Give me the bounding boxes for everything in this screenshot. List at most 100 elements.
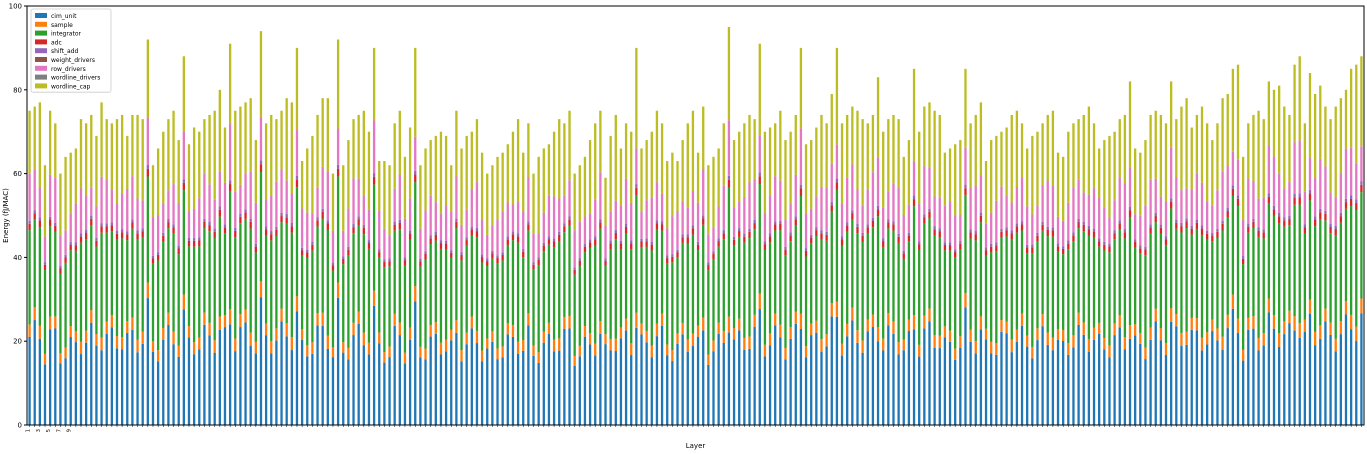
bar-segment-adc [912,199,916,207]
bar-segment-sample [861,340,864,353]
bar-segment-integrator [774,230,777,314]
bar-segment-cim_unit [691,346,695,425]
bar-segment-wordline_cap [1144,140,1147,206]
bar-segment-shift_add [907,232,911,236]
bar-segment-integrator [167,228,170,313]
bar-segment-row_drivers [408,198,412,231]
bar-segment-shift_add [110,222,114,226]
bar-segment-row_drivers [1103,207,1106,242]
bar-segment-adc [187,240,191,247]
bar-segment-cim_unit [681,334,684,425]
bar-segment-row_drivers [352,178,355,225]
bar-segment-cim_unit [892,333,895,425]
bar-segment-row_drivers [1113,200,1116,231]
bar-segment-shift_add [1020,221,1024,225]
bar-segment-wordline_cap [460,148,463,225]
bar-segment-wordline_cap [1026,148,1029,207]
bar-segment-wordline_cap [1118,119,1121,178]
bar-segment-integrator [48,226,52,317]
bar-segment-integrator [1288,225,1291,311]
bar-segment-sample [583,326,587,337]
bar-segment-shift_add [882,238,885,242]
bar-segment-row_drivers [712,227,715,252]
bar-segment-shift_add [1206,230,1209,234]
bar-segment-adc [830,205,833,212]
bar-segment-adc [28,223,31,231]
bar-segment-sample [1293,316,1296,331]
bar-segment-integrator [743,242,746,338]
bar-segment-shift_add [810,234,813,238]
bar-segment-wordline_cap [840,123,844,204]
bar-segment-cim_unit [270,353,273,425]
bar-segment-wordline_cap [362,110,365,197]
bar-segment-integrator [563,232,566,317]
bar-segment-shift_add [357,216,360,220]
bar-segment-sample [676,333,679,344]
bar-segment-integrator [151,263,155,342]
bar-segment-wordline_cap [1098,148,1101,198]
bar-segment-wordline_cap [1175,119,1178,178]
bar-segment-wordline_cap [990,140,993,213]
bar-segment-wordline_cap [974,114,977,186]
bar-segment-adc [1339,216,1343,223]
bar-segment-sample [290,337,293,351]
bar-segment-wordline_cap [146,39,150,119]
bar-segment-integrator [964,195,967,294]
bar-segment-integrator [1031,252,1034,347]
bar-segment-cim_unit [203,324,206,425]
bar-segment-adc [342,258,345,265]
bar-segment-integrator [856,233,859,331]
bar-segment-cim_unit [33,320,36,425]
bar-segment-row_drivers [660,193,664,222]
bar-segment-cim_unit [918,356,921,425]
bar-segment-integrator [748,238,751,337]
bar-segment-sample [398,322,401,336]
bar-segment-wordline_cap [295,47,299,131]
bar-segment-shift_add [321,208,324,212]
bar-segment-row_drivers [1128,167,1132,207]
bar-segment-integrator [249,228,252,333]
bar-segment-sample [244,309,247,323]
bar-segment-adc [43,264,47,270]
bar-segment-sample [306,345,309,357]
bar-segment-integrator [671,262,674,351]
bar-segment-integrator [959,249,962,337]
bar-segment-cim_unit [722,342,725,425]
bar-segment-shift_add [974,231,977,235]
bar-segment-sample [1247,317,1250,330]
bar-segment-adc [460,254,463,261]
bar-segment-integrator [496,263,499,349]
bar-segment-adc [789,235,792,242]
bar-segment-adc [748,231,751,239]
bar-segment-integrator [1344,208,1348,302]
bar-segment-sample [635,312,638,328]
bar-segment-row_drivers [429,195,432,236]
legend-label-cim_unit: cim_unit [51,13,77,20]
bar-segment-row_drivers [568,180,571,217]
bar-segment-shift_add [619,240,623,244]
bar-segment-sample [1303,319,1307,332]
bar-segment-wordline_cap [588,140,592,214]
bar-segment-integrator [835,189,839,302]
bar-segment-row_drivers [326,171,329,221]
bar-segment-shift_add [738,228,741,232]
bar-segment-wordline_cap [676,161,679,211]
bar-segment-sample [131,317,134,330]
bar-segment-cim_unit [738,330,741,425]
bar-segment-adc [599,222,602,229]
bar-segment-integrator [794,225,797,312]
bar-segment-integrator [871,227,875,315]
bar-segment-wordline_cap [1211,140,1214,206]
bar-segment-sample [959,336,962,348]
bar-segment-cim_unit [1216,340,1219,425]
bar-segment-sample [95,334,98,346]
bar-segment-sample [187,326,191,338]
bar-segment-shift_add [429,235,432,239]
bar-segment-shift_add [136,230,139,234]
bar-segment-shift_add [1262,229,1265,233]
bar-segment-sample [630,343,633,356]
bar-segment-integrator [1308,200,1312,300]
bar-segment-shift_add [131,219,134,223]
bar-segment-row_drivers [162,203,165,233]
bar-segment-shift_add [722,230,725,234]
